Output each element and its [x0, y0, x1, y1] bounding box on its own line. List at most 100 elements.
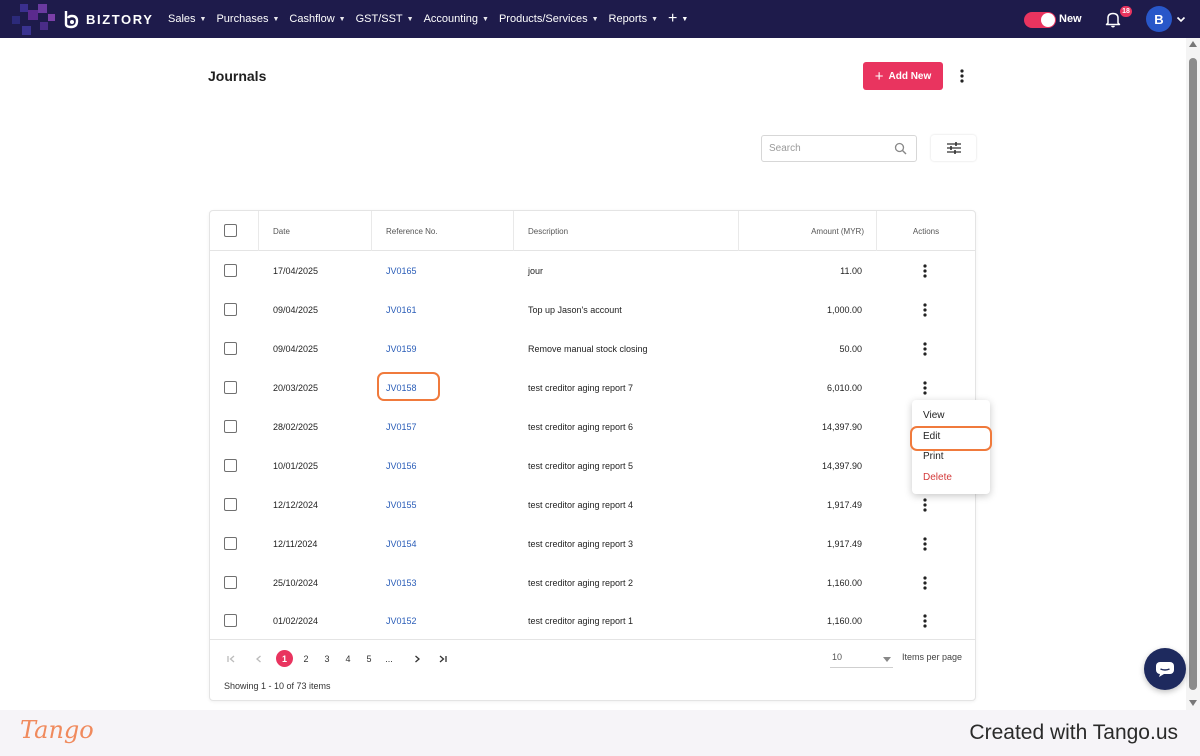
row-checkbox[interactable] — [224, 459, 237, 472]
menu-item-print[interactable]: Print — [923, 451, 944, 462]
row-checkbox[interactable] — [224, 576, 237, 589]
row-actions-icon[interactable] — [920, 536, 930, 552]
row-actions-icon[interactable] — [920, 497, 930, 513]
tango-footer: Tango Created with Tango.us — [0, 710, 1200, 756]
chat-widget-button[interactable] — [1144, 648, 1186, 690]
row-checkbox[interactable] — [224, 614, 237, 627]
row-checkbox[interactable] — [224, 303, 237, 316]
row-actions-icon[interactable] — [920, 263, 930, 279]
search-input[interactable] — [762, 136, 890, 161]
page-3-button[interactable]: 3 — [324, 654, 330, 664]
cell-reference-link[interactable]: JV0152 — [386, 615, 417, 626]
nav-reports[interactable]: Reports ▼ — [609, 13, 658, 25]
last-page-icon[interactable] — [436, 650, 450, 668]
prev-page-icon[interactable] — [252, 650, 266, 668]
filter-button[interactable] — [931, 135, 976, 161]
cell-amount: 1,917.49 — [826, 538, 862, 549]
toggle-label: New — [1059, 13, 1082, 25]
table-row: 10/01/2025 JV0156 test creditor aging re… — [210, 446, 975, 485]
nav-sales[interactable]: Sales ▼ — [168, 13, 206, 25]
user-avatar[interactable]: B — [1146, 6, 1172, 32]
cell-description: test creditor aging report 5 — [528, 460, 634, 471]
more-options-icon[interactable] — [955, 67, 969, 85]
nav-label: Sales — [168, 13, 196, 25]
nav-label: Purchases — [216, 13, 269, 25]
menu-item-delete[interactable]: Delete — [923, 472, 952, 483]
chat-icon — [1156, 662, 1174, 677]
cell-reference-link[interactable]: JV0165 — [386, 265, 417, 276]
menu-item-edit[interactable]: Edit — [923, 431, 941, 442]
table-row: 25/10/2024 JV0153 test creditor aging re… — [210, 563, 975, 602]
nav-purchases[interactable]: Purchases ▼ — [216, 13, 279, 25]
row-checkbox[interactable] — [224, 381, 237, 394]
page-4-button[interactable]: 4 — [345, 654, 351, 664]
table-row: 09/04/2025 JV0161 Top up Jason's account… — [210, 290, 975, 329]
row-checkbox[interactable] — [224, 537, 237, 550]
cell-amount: 1,000.00 — [826, 304, 862, 315]
nav-quick-add[interactable]: + ▼ — [668, 10, 688, 28]
cell-reference-link[interactable]: JV0161 — [386, 304, 417, 315]
cell-description: jour — [528, 265, 544, 276]
column-divider — [738, 211, 739, 251]
scroll-up-arrow-icon[interactable] — [1189, 41, 1197, 47]
row-checkbox[interactable] — [224, 264, 237, 277]
table-header: Date Reference No. Description Amount (M… — [210, 211, 975, 251]
first-page-icon[interactable] — [224, 650, 238, 668]
items-per-page-select[interactable]: 10 — [830, 650, 893, 668]
cell-reference-link[interactable]: JV0156 — [386, 460, 417, 471]
cell-amount: 11.00 — [840, 265, 862, 276]
top-navbar: BIZTORY Sales ▼ Purchases ▼ Cashflow ▼ GST/… — [0, 0, 1200, 38]
nav-accounting[interactable]: Accounting ▼ — [424, 13, 489, 25]
scroll-down-arrow-icon[interactable] — [1189, 700, 1197, 706]
scroll-thumb[interactable] — [1189, 58, 1197, 690]
cell-reference-link[interactable]: JV0154 — [386, 538, 417, 549]
page-1-button[interactable]: 1 — [276, 650, 293, 667]
row-actions-icon[interactable] — [920, 341, 930, 357]
biztory-logo[interactable]: BIZTORY — [62, 9, 154, 29]
page-5-button[interactable]: 5 — [366, 654, 372, 664]
add-new-button[interactable]: + Add New — [863, 62, 943, 90]
nav-cashflow[interactable]: Cashflow ▼ — [289, 13, 345, 25]
cell-reference-link[interactable]: JV0159 — [386, 343, 417, 354]
new-ui-toggle[interactable] — [1024, 12, 1056, 28]
nav-label: Reports — [608, 13, 648, 25]
menu-item-view[interactable]: View — [923, 410, 945, 421]
cell-date: 10/01/2025 — [273, 460, 319, 471]
search-icon[interactable] — [894, 142, 907, 155]
row-actions-icon[interactable] — [920, 380, 930, 396]
cell-date: 09/04/2025 — [273, 304, 319, 315]
select-all-checkbox[interactable] — [224, 224, 237, 237]
brand-name: BIZTORY — [86, 11, 154, 27]
page-2-button[interactable]: 2 — [303, 654, 309, 664]
cell-description: test creditor aging report 7 — [528, 382, 634, 393]
row-checkbox[interactable] — [224, 420, 237, 433]
created-with-text: Created with Tango.us — [969, 721, 1178, 744]
col-description[interactable]: Description — [528, 226, 569, 236]
more-pages-button[interactable]: ... — [385, 654, 393, 664]
col-reference[interactable]: Reference No. — [386, 226, 438, 236]
cell-reference-link[interactable]: JV0158 — [386, 382, 417, 393]
row-checkbox[interactable] — [224, 498, 237, 511]
row-actions-icon[interactable] — [920, 302, 930, 318]
bell-icon[interactable] — [1104, 10, 1122, 28]
cell-date: 01/02/2024 — [273, 615, 319, 626]
tango-logo: Tango — [20, 716, 94, 744]
plus-icon: + — [668, 10, 678, 27]
col-date[interactable]: Date — [273, 226, 290, 236]
page-title: Journals — [208, 68, 267, 84]
row-actions-icon[interactable] — [920, 613, 930, 629]
column-divider — [258, 211, 259, 251]
next-page-icon[interactable] — [410, 650, 424, 668]
nav-gst-sst[interactable]: GST/SST ▼ — [356, 13, 414, 25]
cell-reference-link[interactable]: JV0157 — [386, 421, 417, 432]
page-scrollbar[interactable] — [1186, 38, 1200, 710]
row-checkbox[interactable] — [224, 342, 237, 355]
cell-reference-link[interactable]: JV0155 — [386, 499, 417, 510]
cell-reference-link[interactable]: JV0153 — [386, 577, 417, 588]
nav-products-services[interactable]: Products/Services ▼ — [499, 13, 599, 25]
col-amount[interactable]: Amount (MYR) — [811, 226, 864, 236]
row-actions-icon[interactable] — [920, 575, 930, 591]
caret-down-icon: ▼ — [272, 15, 280, 23]
caret-down-icon: ▼ — [591, 15, 599, 23]
chevron-down-icon[interactable] — [1176, 14, 1186, 24]
